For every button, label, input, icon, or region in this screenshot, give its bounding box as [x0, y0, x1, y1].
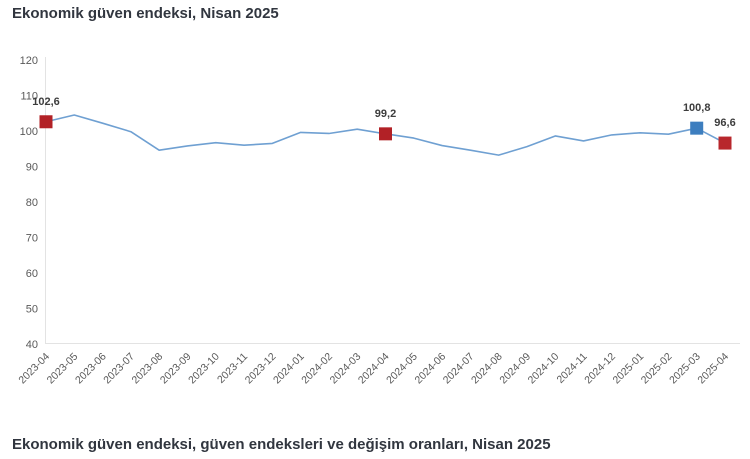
page-title: Ekonomik güven endeksi, Nisan 2025 [12, 5, 279, 22]
y-axis-tick-label: 60 [26, 268, 38, 280]
data-point-label: 96,6 [714, 117, 735, 129]
data-point-marker-2024-04[interactable] [379, 127, 392, 141]
y-axis-tick-label: 40 [26, 339, 38, 351]
data-point-label: 102,6 [32, 96, 60, 108]
data-point-marker-2023-04[interactable] [39, 115, 53, 129]
y-axis-tick-label: 120 [20, 55, 38, 67]
x-axis-tick-label: 2023-10 [186, 351, 222, 387]
data-point-label: 99,2 [375, 108, 396, 120]
confidence-index-chart: 40 50 60 70 80 90 100 110 120 2023-04 2023-05 2023-… [16, 55, 740, 387]
x-axis-tick-label: 2024-10 [526, 351, 562, 387]
y-axis-tick-label: 110 [20, 91, 38, 103]
y-axis-tick-label: 80 [26, 197, 38, 209]
data-point-marker-2025-03[interactable] [690, 121, 704, 135]
y-axis-tick-label: 70 [26, 233, 38, 245]
table-section-title: Ekonomik güven endeksi, güven endeksleri… [12, 436, 551, 453]
data-point-label: 100,8 [683, 102, 711, 114]
y-axis-tick-label: 50 [26, 304, 38, 316]
line-chart-canvas: 4050607080901001101202023-042023-052023-… [16, 55, 740, 387]
y-axis-tick-label: 100 [20, 126, 38, 138]
y-axis-tick-label: 90 [26, 162, 38, 174]
x-axis-tick-label: 2025-04 [695, 351, 731, 387]
data-point-marker-2025-04[interactable] [718, 136, 732, 150]
